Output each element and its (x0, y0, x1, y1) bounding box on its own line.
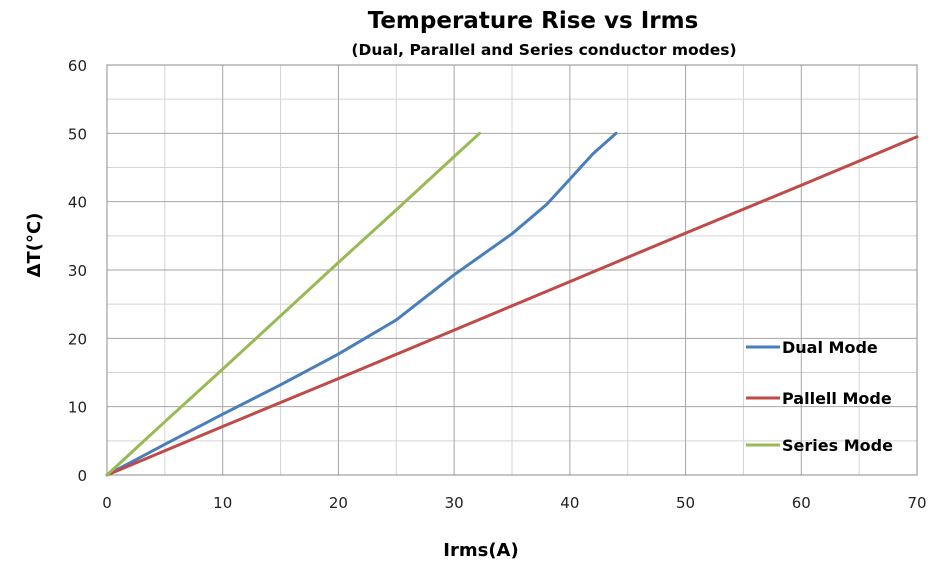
chart-subtitle: (Dual, Parallel and Series conductor mod… (351, 41, 736, 59)
x-tick-label: 10 (213, 494, 232, 512)
series-line-series-mode (105, 131, 482, 477)
y-tick-label: 40 (68, 194, 87, 212)
x-tick-label: 70 (907, 494, 926, 512)
legend-label-pallell-mode: Pallell Mode (782, 389, 892, 408)
chart-legend: Dual Mode Pallell Mode Series Mode (746, 338, 893, 455)
x-axis-ticks: 0 10 20 30 40 50 60 70 (102, 494, 926, 512)
y-tick-label: 10 (68, 399, 87, 417)
x-tick-label: 60 (792, 494, 811, 512)
series-lines (105, 131, 919, 477)
y-tick-label: 60 (68, 57, 87, 75)
x-tick-label: 20 (329, 494, 348, 512)
y-tick-label: 50 (68, 125, 87, 143)
x-tick-label: 40 (560, 494, 579, 512)
plot-frame (106, 64, 918, 476)
plot-grid (106, 64, 918, 476)
legend-label-dual-mode: Dual Mode (782, 338, 878, 357)
y-tick-label: 20 (68, 330, 87, 348)
chart-title: Temperature Rise vs Irms (368, 8, 699, 34)
x-tick-label: 50 (676, 494, 695, 512)
series-line-pallell-mode (105, 135, 919, 477)
x-tick-label: 0 (102, 494, 112, 512)
legend-label-series-mode: Series Mode (782, 436, 893, 455)
series-line-dual-mode (105, 131, 618, 477)
x-axis-label: Irms(A) (443, 540, 518, 561)
y-axis-label: ΔT(°C) (24, 213, 45, 278)
x-tick-label: 30 (445, 494, 464, 512)
y-tick-label: 30 (68, 262, 87, 280)
y-tick-label: 0 (77, 467, 87, 485)
y-axis-ticks: 0 10 20 30 40 50 60 (68, 57, 87, 485)
